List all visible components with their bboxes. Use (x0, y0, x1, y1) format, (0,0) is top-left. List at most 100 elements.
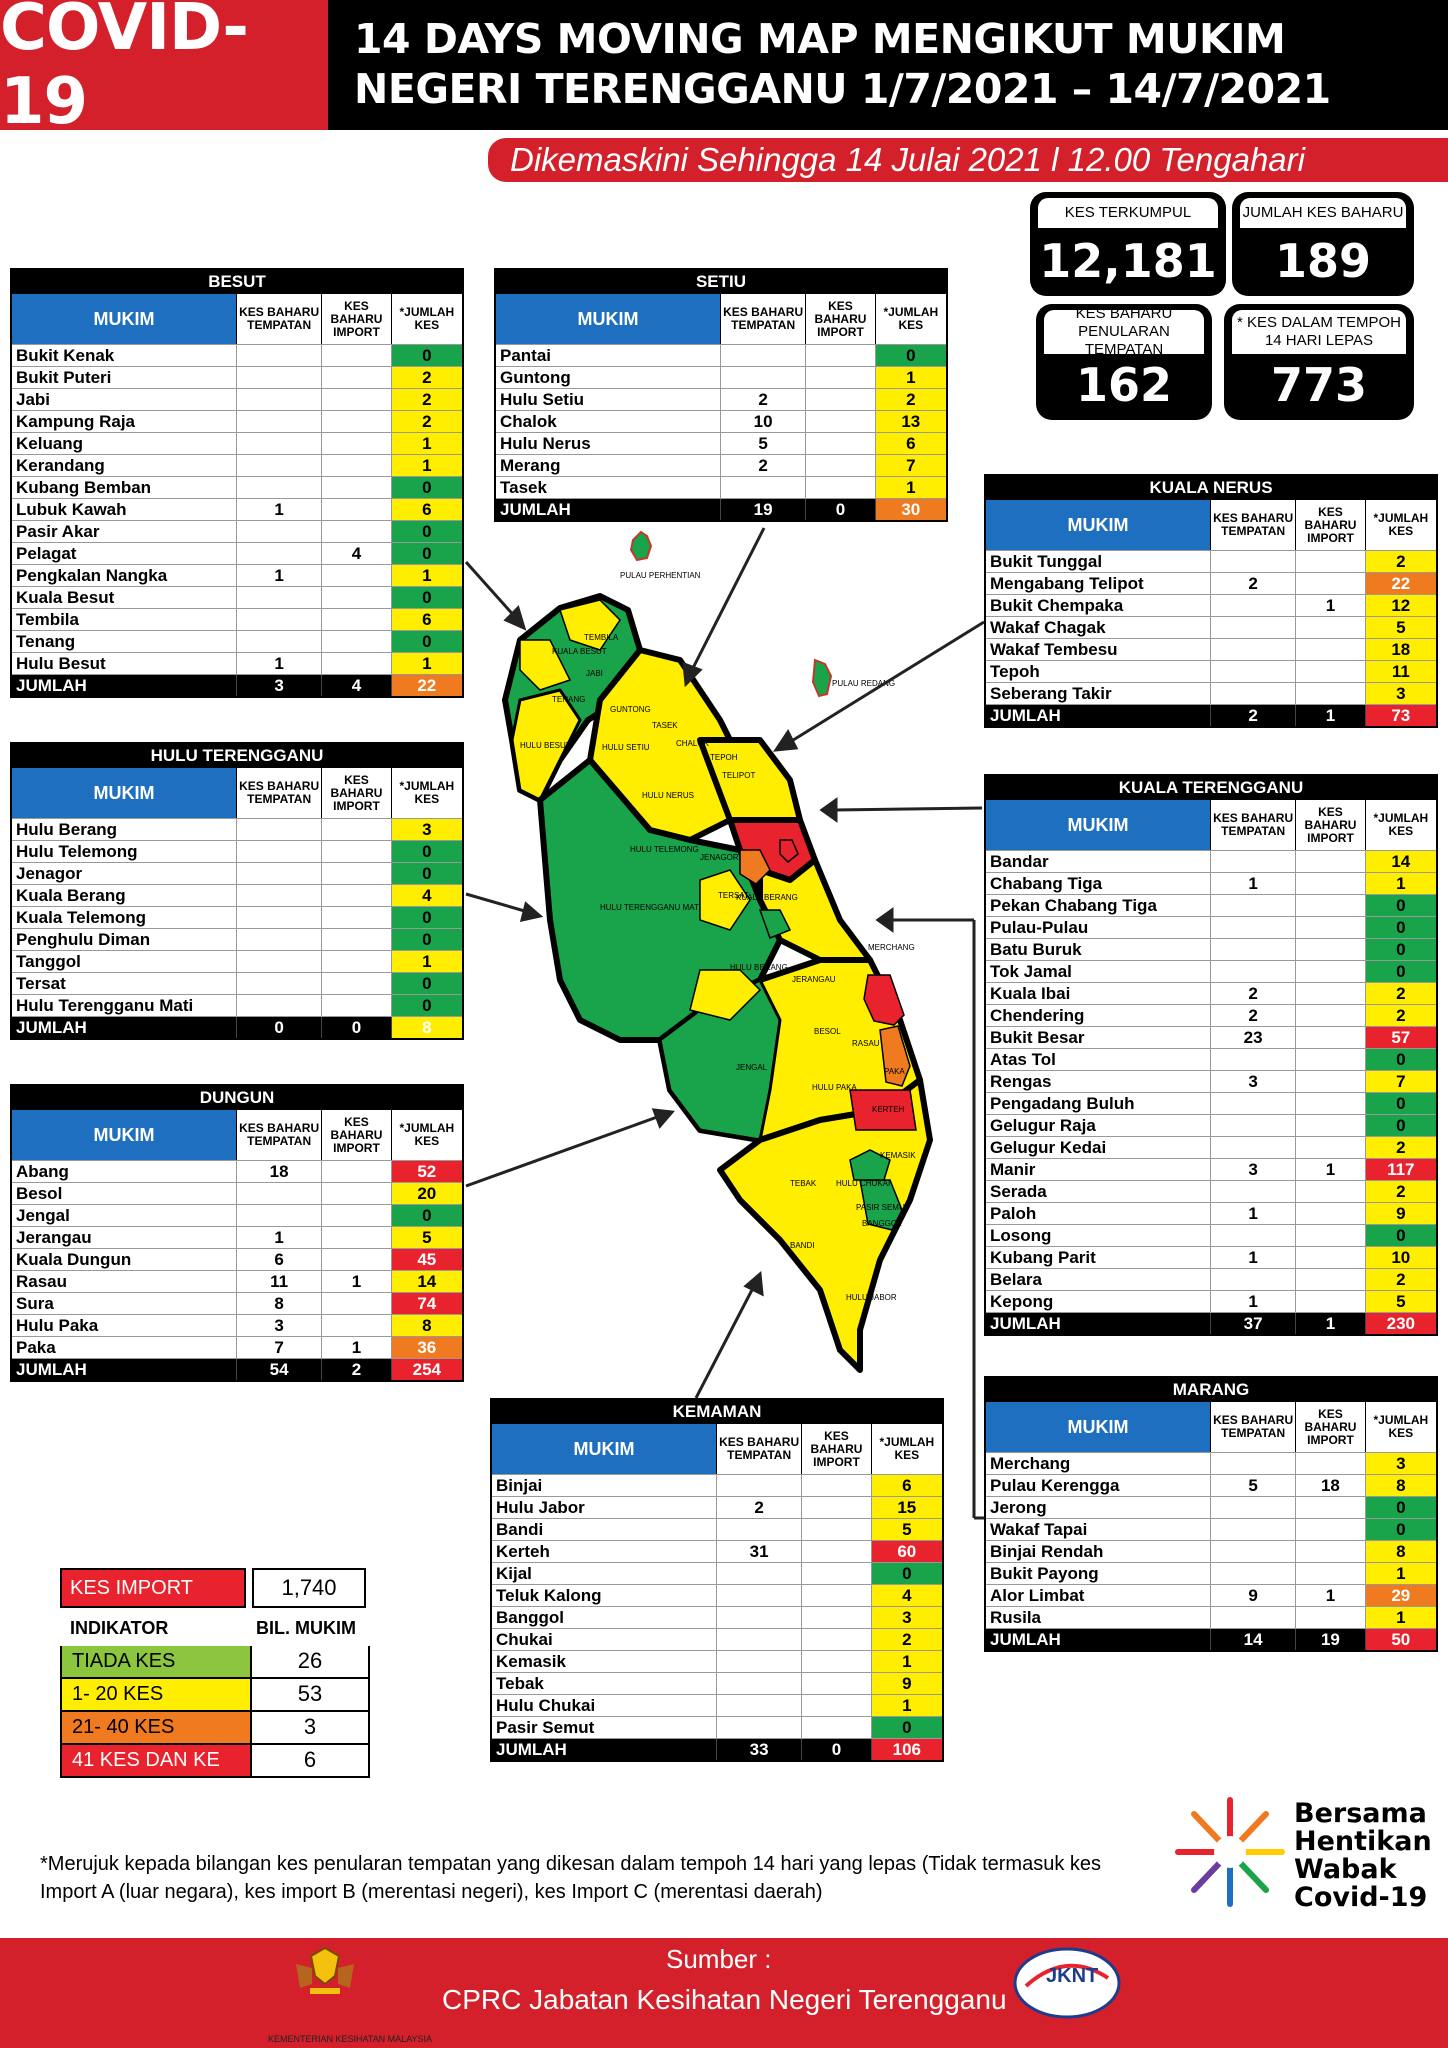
kes-import: 19 (1295, 1629, 1364, 1650)
kes-import: 4 (321, 543, 390, 564)
district-table-dungun: DUNGUN MUKIM KES BAHARU TEMPATAN KES BAHARU… (10, 1084, 464, 1382)
jumlah-kes: 36 (390, 1337, 462, 1358)
kes-tempatan (1210, 1225, 1295, 1246)
mukim-name: Bandi (496, 1520, 544, 1539)
table-row: Paka 7 1 36 (12, 1336, 462, 1358)
table-row: Kampung Raja 2 (12, 410, 462, 432)
jumlah-kes: 1 (390, 455, 462, 476)
jumlah-kes: 0 (1364, 1497, 1436, 1518)
jumlah-kes: 0 (390, 995, 462, 1016)
kes-tempatan (236, 477, 321, 498)
table-row: Keluang 1 (12, 432, 462, 454)
district-title: KUALA NERUS (986, 476, 1436, 500)
map-label: BESOL (814, 1027, 841, 1036)
kes-import (801, 1475, 870, 1496)
col-tempatan: KES BAHARU TEMPATAN (720, 294, 805, 344)
mukim-name: Hulu Chukai (496, 1696, 596, 1715)
jumlah-kes: 0 (870, 1717, 942, 1738)
kes-tempatan (1210, 1519, 1295, 1540)
legend-header: INDIKATOR BIL. MUKIM (60, 1618, 370, 1646)
table-row: Kubang Bemban 0 (12, 476, 462, 498)
table-row: Teluk Kalong 4 (492, 1584, 942, 1606)
table-row: Kuala Berang 4 (12, 884, 462, 906)
bersama-hentikan-logo-icon (1175, 1797, 1285, 1907)
table-row: Kuala Besut 0 (12, 586, 462, 608)
stat-label: * KES DALAM TEMPOH 14 HARI LEPAS (1232, 310, 1406, 354)
jumlah-kes: 1 (870, 1695, 942, 1716)
table-row: Hulu Berang 3 (12, 818, 462, 840)
map-label: JENGAL (736, 1063, 768, 1072)
table-row: Chukai 2 (492, 1628, 942, 1650)
stat-value: 162 (1075, 358, 1173, 412)
kes-import (1295, 683, 1364, 704)
map-label: GUNTONG (610, 705, 651, 714)
kes-tempatan (1210, 617, 1295, 638)
legend-label: 1- 20 KES (62, 1679, 252, 1710)
kes-tempatan: 2 (1210, 573, 1295, 594)
table-header: MUKIM KES BAHARU TEMPATAN KES BAHARU IMPOR… (12, 1110, 462, 1160)
mukim-name: JUMLAH (990, 1630, 1061, 1649)
map-label: KUALA BESUT (552, 647, 607, 656)
table-row: Pasir Semut 0 (492, 1716, 942, 1738)
jumlah-kes: 0 (390, 841, 462, 862)
kes-import (801, 1519, 870, 1540)
table-row: Kuala Telemong 0 (12, 906, 462, 928)
col-mukim: MUKIM (492, 1424, 716, 1474)
col-import: KES BAHARU IMPORT (321, 1110, 390, 1160)
source-label: Sumber : (666, 1944, 772, 1974)
kes-tempatan: 31 (716, 1541, 801, 1562)
kes-import (321, 819, 390, 840)
table-row: Bandar 14 (986, 850, 1436, 872)
kes-import (321, 565, 390, 586)
kes-import (1295, 1005, 1364, 1026)
jumlah-kes: 5 (390, 1227, 462, 1248)
jumlah-kes: 0 (1364, 1225, 1436, 1246)
col-mukim: MUKIM (986, 500, 1210, 550)
kes-tempatan: 3 (236, 675, 321, 696)
kes-tempatan (236, 1183, 321, 1204)
stat-jumlah-kes-baharu: JUMLAH KES BAHARU 189 (1232, 192, 1414, 296)
mukim-name: Seberang Takir (990, 684, 1112, 703)
mukim-name: Chendering (990, 1006, 1085, 1025)
mukim-name: Belara (990, 1270, 1042, 1289)
jumlah-kes: 7 (1364, 1071, 1436, 1092)
col-tempatan: KES BAHARU TEMPATAN (1210, 800, 1295, 850)
updated-banner: Dikemaskini Sehingga 14 Julai 2021 l 12.… (488, 138, 1448, 182)
mukim-name: Kuala Berang (16, 886, 126, 905)
stat-kes-baharu-tempatan: KES BAHARU PENULARAN TEMPATAN 162 (1036, 304, 1212, 420)
kes-import: 1 (321, 1337, 390, 1358)
covid-badge: COVID-19 (0, 0, 328, 139)
mukim-name: Hulu Berang (16, 820, 118, 839)
kes-tempatan (716, 1673, 801, 1694)
ministry-label: KEMENTERIAN KESIHATAN MALAYSIA (268, 2034, 433, 2044)
table-row: Merchang 3 (986, 1452, 1436, 1474)
legend-row: 21- 40 KES 3 (60, 1712, 370, 1745)
kes-import (1295, 1291, 1364, 1312)
mukim-name: Pengkalan Nangka (16, 566, 168, 585)
kes-import (1295, 1497, 1364, 1518)
table-row: Jengal 0 (12, 1204, 462, 1226)
stat-label: KES BAHARU PENULARAN TEMPATAN (1044, 305, 1204, 358)
jumlah-kes: 0 (1364, 1115, 1436, 1136)
kes-tempatan (1210, 939, 1295, 960)
table-total-row: JUMLAH 33 0 106 (492, 1738, 942, 1760)
col-jumlah: *JUMLAH KES (1364, 1402, 1436, 1452)
map-label: TENANG (552, 695, 585, 704)
jumlah-kes: 0 (1364, 939, 1436, 960)
kes-tempatan (236, 609, 321, 630)
kes-tempatan (720, 345, 805, 366)
map-label: JERANGAU (792, 975, 836, 984)
jumlah-kes: 73 (1364, 705, 1436, 726)
mukim-name: Mengabang Telipot (990, 574, 1144, 593)
jumlah-kes: 254 (390, 1359, 462, 1380)
kes-import (321, 1315, 390, 1336)
jumlah-kes: 0 (390, 973, 462, 994)
table-row: Hulu Chukai 1 (492, 1694, 942, 1716)
mukim-name: Kemasik (496, 1652, 566, 1671)
kes-tempatan: 54 (236, 1359, 321, 1380)
kes-import (321, 587, 390, 608)
mukim-name: Paloh (990, 1204, 1037, 1223)
kes-tempatan (720, 367, 805, 388)
col-mukim: MUKIM (12, 1110, 236, 1160)
mukim-name: Besol (16, 1184, 63, 1203)
